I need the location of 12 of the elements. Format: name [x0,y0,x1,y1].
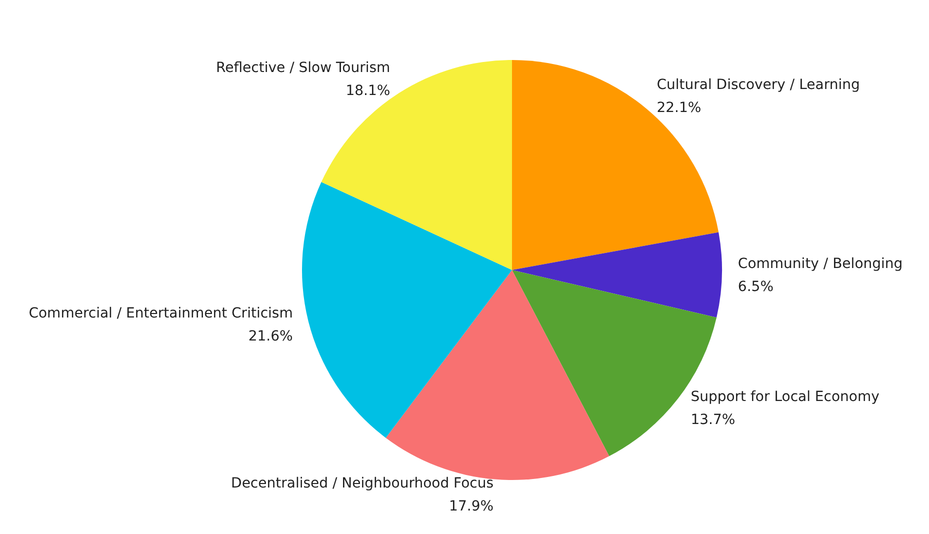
data-label: 18.1% [346,83,390,100]
slice-label: Community / Belonging [738,256,903,272]
data-label: 22.1% [656,100,702,116]
data-label: 6.5% [738,278,774,295]
data-label: 17.9% [449,498,494,515]
slice-label: Commercial / Entertainment Criticism [28,306,293,322]
slice-label: Decentralised / Neighbourhood Focus [231,476,494,492]
slice-label: Reflective / Slow Tourism [216,60,390,76]
data-label: 21.6% [248,328,293,345]
slice-label: Support for Local Economy [690,388,880,405]
data-label: 13.7% [690,412,736,428]
slice-label: Cultural Discovery / Learning [656,76,860,93]
